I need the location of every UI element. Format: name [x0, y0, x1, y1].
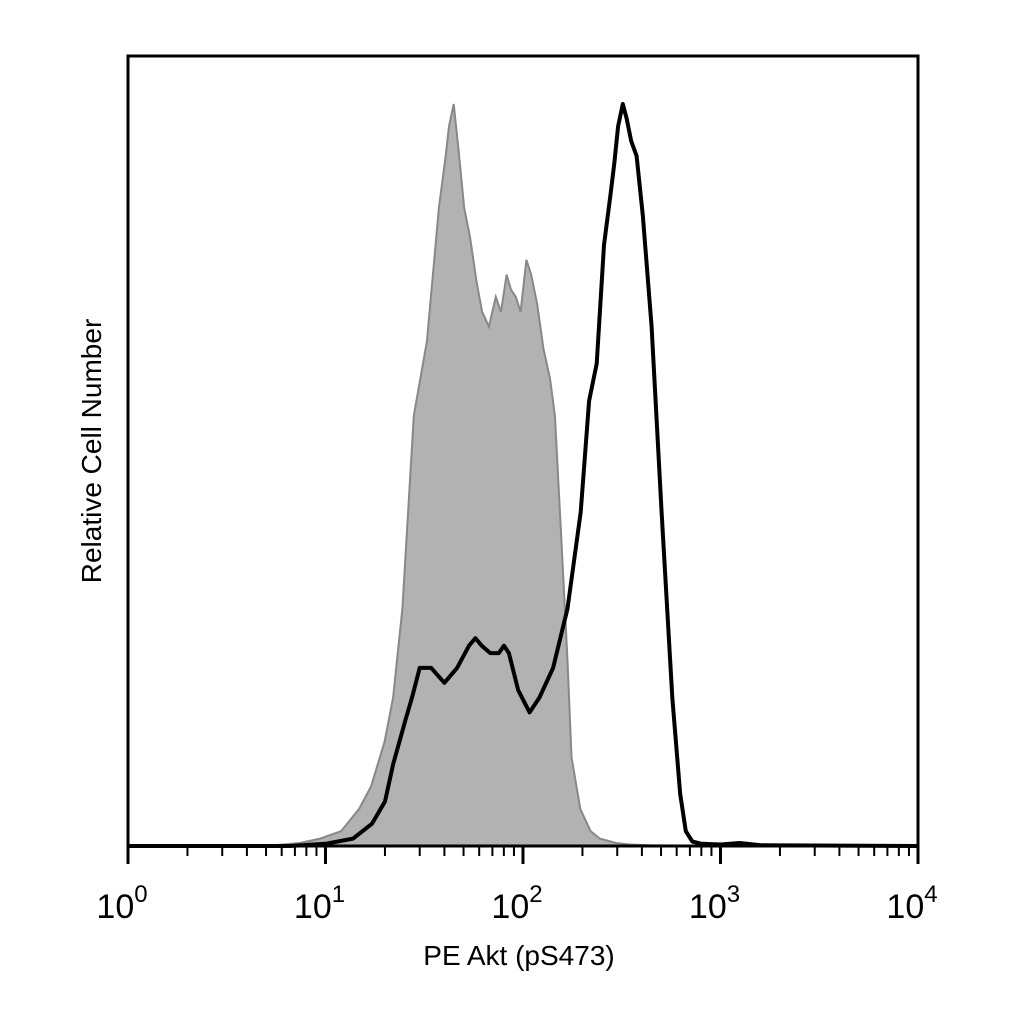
series-1-line: [128, 102, 919, 848]
x-tick-label-base: 10: [491, 888, 529, 926]
x-tick-label-exponent: 3: [727, 881, 740, 908]
x-tick-label-exponent: 1: [332, 881, 345, 908]
x-tick-label-exponent: 4: [924, 881, 937, 908]
x-tick-label-base: 10: [294, 888, 332, 926]
x-tick-label: 103: [689, 881, 740, 926]
y-axis-title: Relative Cell Number: [76, 319, 107, 584]
plot-frame: [126, 54, 920, 848]
x-tick-label-exponent: 2: [529, 881, 542, 908]
series-0-filled-outline: [128, 103, 918, 847]
series-layer: [128, 102, 919, 848]
x-axis-title: PE Akt (pS473): [423, 940, 614, 971]
x-axis: 100 101 102 103 104: [96, 846, 938, 926]
x-tick-label-base: 10: [96, 888, 134, 926]
x-tick-label-base: 10: [689, 888, 727, 926]
x-tick-label: 101: [294, 881, 345, 926]
x-tick-label: 102: [491, 881, 542, 926]
x-tick-label-exponent: 0: [134, 881, 147, 908]
x-tick-label: 104: [886, 881, 937, 926]
x-tick-label: 100: [96, 881, 147, 926]
x-tick-label-base: 10: [886, 888, 924, 926]
series-0-filled-area: [128, 104, 918, 846]
